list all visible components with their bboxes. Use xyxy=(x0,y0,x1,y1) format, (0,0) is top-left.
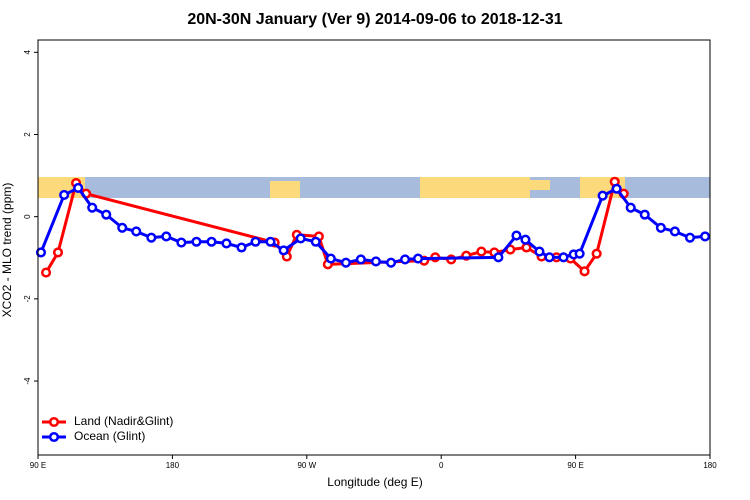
point xyxy=(655,222,666,233)
legend-marker xyxy=(48,431,60,443)
point xyxy=(355,254,366,265)
y-tick-label: 0 xyxy=(23,214,32,219)
point xyxy=(221,238,232,249)
chart-title: 20N-30N January (Ver 9) 2014-09-06 to 20… xyxy=(187,11,562,28)
y-tick-label: 2 xyxy=(23,132,32,137)
point xyxy=(73,182,84,193)
point xyxy=(176,237,187,248)
point xyxy=(146,232,157,243)
point xyxy=(597,190,608,201)
x-tick-label: 0 xyxy=(439,461,444,470)
point xyxy=(206,236,217,247)
point xyxy=(511,230,522,241)
point xyxy=(700,231,711,242)
point xyxy=(684,232,696,243)
x-tick-label: 90 E xyxy=(30,461,46,470)
y-tick-label: -4 xyxy=(23,377,32,385)
point xyxy=(41,267,52,278)
point xyxy=(493,252,504,263)
point xyxy=(250,236,261,247)
point xyxy=(385,257,397,268)
point xyxy=(639,209,650,220)
point xyxy=(101,209,112,220)
point xyxy=(87,202,98,213)
legend-label: Ocean (Glint) xyxy=(74,429,145,443)
point xyxy=(579,266,590,277)
point xyxy=(340,257,351,268)
x-tick-label: 90 E xyxy=(567,461,583,470)
point xyxy=(325,253,336,264)
x-tick-label: 180 xyxy=(703,461,717,470)
y-axis-label: XCO2 - MLO trend (ppm) xyxy=(0,183,14,318)
point xyxy=(191,236,202,247)
plot-frame xyxy=(37,39,711,456)
point xyxy=(295,233,306,244)
point xyxy=(544,252,555,263)
point xyxy=(52,247,64,258)
y-tick-label: -2 xyxy=(23,295,32,303)
point xyxy=(131,226,142,237)
point xyxy=(236,242,247,253)
legend-label: Land (Nadir&Glint) xyxy=(74,414,173,428)
legend-marker xyxy=(48,416,60,428)
point xyxy=(591,248,602,259)
point xyxy=(574,248,585,259)
point xyxy=(521,242,532,253)
y-tick-label: 4 xyxy=(23,50,32,55)
x-axis-label: Longitude (deg E) xyxy=(327,475,422,489)
point xyxy=(35,247,47,258)
point xyxy=(534,246,545,257)
point xyxy=(669,226,680,237)
map-strip xyxy=(38,177,710,198)
point xyxy=(161,231,172,242)
point xyxy=(59,189,70,200)
point xyxy=(400,254,411,265)
point xyxy=(520,234,531,245)
point xyxy=(278,245,289,256)
point xyxy=(265,236,276,247)
point xyxy=(476,246,487,257)
point xyxy=(625,202,636,213)
x-tick-label: 90 W xyxy=(297,461,316,470)
point xyxy=(310,236,321,247)
point xyxy=(558,252,569,263)
point xyxy=(370,256,381,267)
point xyxy=(611,183,622,194)
point xyxy=(413,253,424,264)
x-tick-label: 180 xyxy=(166,461,180,470)
point xyxy=(117,222,128,233)
